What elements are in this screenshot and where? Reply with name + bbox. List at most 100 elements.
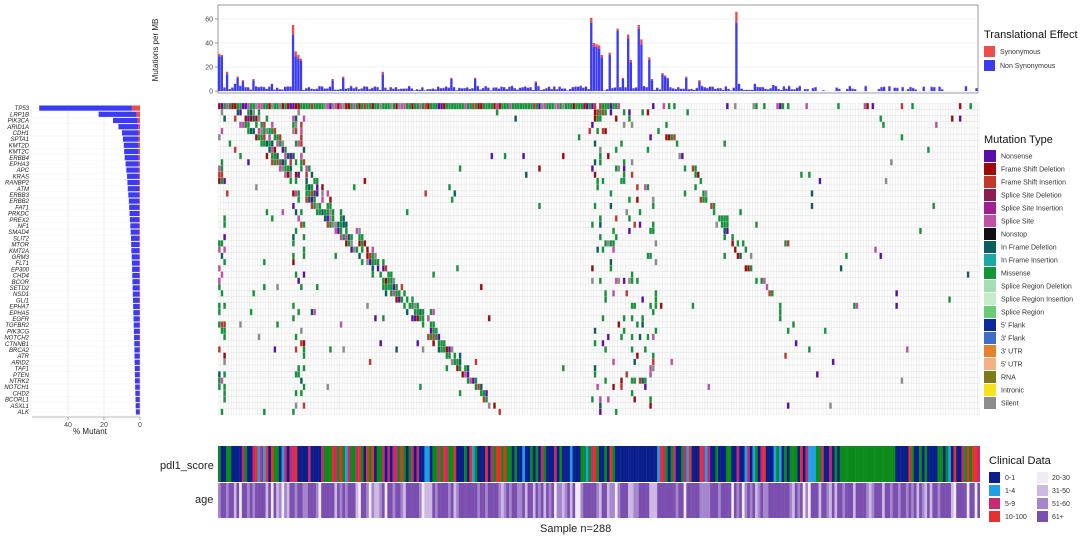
oncoplot-cell	[958, 103, 962, 110]
age-track-label: age	[195, 494, 214, 506]
age-cell	[839, 483, 843, 518]
gene-frequency-bar	[127, 173, 139, 179]
pdl1-score-cell	[744, 446, 748, 482]
oncoplot-cell	[726, 221, 729, 228]
oncoplot-cell	[665, 134, 668, 141]
oncoplot-cell	[281, 146, 285, 153]
pdl1-score-cell	[900, 446, 904, 482]
pdl1-score-cell	[781, 446, 785, 482]
oncoplot-cell	[493, 402, 496, 409]
age-cell	[556, 483, 560, 518]
tmb-bar-nonsyn	[883, 87, 886, 91]
oncoplot-cell	[800, 171, 803, 178]
oncoplot-cell	[257, 134, 261, 141]
pdl1-score-cell	[786, 446, 790, 482]
tmb-bar-nonsyn	[751, 89, 754, 91]
oncoplot-cell	[307, 165, 311, 172]
oncoplot-cell	[270, 140, 274, 147]
tmb-bar-syn	[661, 73, 664, 75]
pdl1-score-cell	[591, 446, 594, 482]
oncoplot-cell	[313, 196, 316, 203]
oncoplot-cell	[487, 402, 491, 409]
oncoplot-cell	[593, 159, 597, 166]
oncoplot-cell	[456, 365, 459, 372]
tmb-bar-syn	[241, 80, 245, 82]
age-cell	[495, 483, 499, 518]
tmb-bar-nonsyn	[690, 89, 693, 91]
oncoplot-cell	[456, 103, 459, 110]
age-cell	[741, 483, 745, 518]
oncoplot-cell	[310, 190, 314, 197]
oncoplot-cell	[255, 184, 258, 191]
pdl1-score-cell	[728, 446, 732, 482]
gene-label: ARID1A	[6, 125, 29, 131]
age-legend-swatch	[1037, 485, 1048, 496]
pdl1-score-cell	[953, 446, 957, 482]
age-cell	[474, 483, 478, 518]
oncoplot-cell	[310, 171, 314, 178]
pdl1-score-cell	[297, 446, 301, 482]
pdl1-score-cell	[948, 446, 952, 482]
oncoplot-cell	[649, 134, 652, 141]
oncoplot-cell	[392, 277, 396, 284]
oncoplot-cell	[387, 103, 390, 110]
oncoplot-cell	[358, 103, 361, 110]
oncoplot-cell	[884, 177, 888, 185]
oncoplot-cell	[479, 283, 483, 291]
pdl1-score-cell	[710, 446, 713, 482]
oncoplot-cell	[622, 159, 626, 166]
age-cell	[911, 483, 915, 518]
pdl1-score-cell	[874, 446, 878, 482]
tmb-bar-nonsyn	[357, 89, 361, 91]
age-legend-swatch	[1037, 511, 1048, 522]
tmb-bar-nonsyn	[727, 88, 730, 91]
oncoplot-cell	[434, 103, 438, 110]
oncoplot-cell	[389, 277, 393, 284]
oncoplot-cell	[257, 109, 261, 116]
pdl1-score-cell	[935, 446, 938, 482]
age-cell	[305, 483, 309, 518]
oncoplot-cell	[450, 346, 454, 353]
mutation-type-legend-label: 3' UTR	[1001, 349, 1023, 356]
oncoplot-cell	[363, 103, 367, 110]
age-cell	[472, 483, 475, 518]
mutation-type-legend-swatch	[984, 163, 996, 175]
pdl1-score-cell	[329, 446, 332, 482]
age-cell	[890, 483, 893, 518]
pdl1-score-cell	[292, 446, 295, 482]
age-cell	[411, 483, 414, 518]
gene-label: BRCA2	[9, 348, 30, 354]
age-cell	[720, 483, 724, 518]
tmb-bar-nonsyn	[571, 87, 574, 91]
age-cell	[535, 483, 539, 518]
age-cell	[630, 483, 634, 518]
gene-frequency-bar-syn	[138, 136, 140, 142]
oncoplot-cell	[389, 283, 393, 291]
oncoplot-cell	[450, 358, 454, 366]
age-cell	[434, 483, 438, 518]
pdl1-score-cell	[236, 446, 240, 482]
oncoplot-cell	[376, 265, 380, 272]
oncoplot-cell	[289, 165, 293, 172]
oncoplot-cell	[416, 103, 420, 110]
oncoplot-cell	[662, 103, 666, 110]
age-cell	[874, 483, 878, 518]
mutation-type-legend-label: Intronic	[1001, 388, 1024, 395]
tmb-bar-nonsyn	[539, 90, 543, 91]
age-cell	[302, 483, 306, 518]
age-cell	[554, 483, 557, 518]
age-cell	[307, 483, 311, 518]
gene-frequency-bar	[127, 186, 140, 192]
gene-frequency-bar	[132, 279, 140, 285]
tmb-bar-nonsyn	[814, 87, 817, 91]
age-cell	[673, 483, 676, 518]
pdl1-score-cell	[860, 446, 864, 482]
oncoplot-cell	[233, 115, 237, 122]
oncoplot-cell	[292, 152, 295, 160]
gene-frequency-bar	[98, 111, 137, 117]
oncoplot-cell	[614, 146, 618, 153]
oncoplot-cell	[482, 396, 486, 403]
pdl1-score-cell	[784, 446, 788, 482]
age-cell	[389, 483, 393, 518]
pdl1-score-cell	[919, 446, 922, 482]
